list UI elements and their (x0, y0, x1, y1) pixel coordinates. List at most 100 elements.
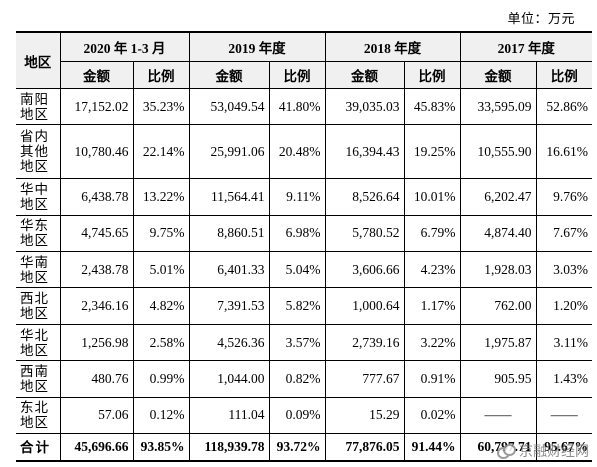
amount-cell: 2,346.16 (59, 287, 134, 325)
period-header-2019: 2019 年度 (188, 31, 326, 62)
amount-header: 金额 (324, 61, 405, 89)
table-body: 南阳 地区 17,152.02 35.23% 53,049.54 41.80% 39,03… (16, 87, 592, 462)
amount-cell: 2,739.16 (324, 323, 405, 362)
region-cell: 西南 地区 (16, 360, 61, 398)
region-cell: 南阳 地区 (16, 87, 61, 126)
amount-cell: 118,939.78 (188, 433, 270, 462)
period-header-2017: 2017 年度 (459, 31, 592, 62)
amount-cell: 53,049.54 (188, 87, 270, 126)
region-cell: 华中 地区 (16, 178, 61, 216)
ratio-cell: 0.82% (268, 360, 326, 398)
amount-cell: 6,438.78 (59, 178, 134, 216)
regional-revenue-table: 地区 2020 年 1-3 月 2019 年度 2018 年度 2017 年度 … (16, 31, 592, 462)
table-row: 西北 地区 2,346.16 4.82% 7,391.53 5.82% 1,000.64 1… (16, 287, 592, 325)
period-header-2020q1: 2020 年 1-3 月 (59, 31, 190, 62)
ratio-cell: 91.44% (403, 433, 461, 462)
ratio-cell: 0.02% (403, 396, 461, 435)
ratio-cell: 10.01% (403, 178, 461, 216)
region-cell: 合计 (16, 433, 61, 462)
table-row: 省内 其他 地区 10,780.46 22.14% 25,991.06 20.48% 16… (16, 124, 592, 180)
region-cell: 华南 地区 (16, 251, 61, 289)
ratio-cell: 0.12% (132, 396, 190, 435)
ratio-cell: 4.23% (403, 251, 461, 289)
amount-cell: 1,000.64 (324, 287, 405, 325)
ratio-cell: 9.76% (535, 178, 592, 216)
amount-cell: 5,780.52 (324, 214, 405, 253)
ratio-cell: 4.82% (132, 287, 190, 325)
ratio-cell: 1.20% (535, 287, 592, 325)
amount-cell: 2,438.78 (59, 251, 134, 289)
amount-cell: 480.76 (59, 360, 134, 398)
table-row: 东北 地区 57.06 0.12% 111.04 0.09% 15.29 0.02% —— —— (16, 396, 592, 435)
amount-cell: 905.95 (459, 360, 537, 398)
ratio-cell: 22.14% (132, 124, 190, 180)
region-cell: 华北 地区 (16, 323, 61, 362)
ratio-cell: 3.03% (535, 251, 592, 289)
amount-cell: 10,780.46 (59, 124, 134, 180)
ratio-cell: 3.11% (535, 323, 592, 362)
amount-cell: 1,928.03 (459, 251, 537, 289)
ratio-cell: 3.57% (268, 323, 326, 362)
ratio-cell: 6.98% (268, 214, 326, 253)
amount-cell: 6,401.33 (188, 251, 270, 289)
amount-cell: 1,975.87 (459, 323, 537, 362)
region-cell: 省内 其他 地区 (16, 124, 61, 180)
amount-cell: 4,745.65 (59, 214, 134, 253)
amount-cell: 8,860.51 (188, 214, 270, 253)
amount-cell: 762.00 (459, 287, 537, 325)
amount-cell: 17,152.02 (59, 87, 134, 126)
amount-header: 金额 (60, 61, 134, 89)
amount-cell: 777.67 (324, 360, 405, 398)
ratio-cell: 16.61% (535, 124, 592, 180)
amount-cell: 16,394.43 (324, 124, 405, 180)
ratio-cell: 9.11% (268, 178, 326, 216)
ratio-cell: —— (535, 396, 592, 435)
ratio-cell: 6.79% (403, 214, 461, 253)
table-row: 华中 地区 6,438.78 13.22% 11,564.41 9.11% 8,526.6… (16, 178, 592, 216)
ratio-cell: 45.83% (403, 87, 461, 126)
region-cell: 西北 地区 (16, 287, 61, 325)
watermark: 京融财经网 (497, 441, 589, 461)
watermark-text: 京融财经网 (519, 444, 589, 460)
ratio-cell: 2.58% (132, 323, 190, 362)
ratio-cell: 7.67% (535, 214, 592, 253)
region-header: 地区 (16, 31, 61, 89)
table-row: 西南 地区 480.76 0.99% 1,044.00 0.82% 777.67 0.91%… (16, 360, 592, 398)
amount-cell: 4,874.40 (459, 214, 537, 253)
table-row: 华南 地区 2,438.78 5.01% 6,401.33 5.04% 3,606.66 4… (16, 251, 592, 289)
ratio-cell: 5.82% (268, 287, 326, 325)
ratio-cell: 20.48% (268, 124, 326, 180)
ratio-cell: 3.22% (403, 323, 461, 362)
amount-cell: 3,606.66 (324, 251, 405, 289)
amount-cell: 111.04 (188, 396, 270, 435)
ratio-cell: 9.75% (132, 214, 190, 253)
ratio-cell: 41.80% (268, 87, 326, 126)
amount-cell: 7,391.53 (188, 287, 270, 325)
table-row: 南阳 地区 17,152.02 35.23% 53,049.54 41.80% 39,03… (16, 87, 592, 126)
ratio-cell: 0.91% (403, 360, 461, 398)
table-row: 华东 地区 4,745.65 9.75% 8,860.51 6.98% 5,780.52 6… (16, 214, 592, 253)
ratio-cell: 1.17% (403, 287, 461, 325)
ratio-cell: 19.25% (403, 124, 461, 180)
period-header-2018: 2018 年度 (324, 31, 461, 62)
amount-cell: 45,696.66 (59, 433, 134, 462)
table-row: 华北 地区 1,256.98 2.58% 4,526.36 3.57% 2,739.16 3… (16, 323, 592, 362)
ratio-cell: 35.23% (132, 87, 190, 126)
ratio-cell: 5.04% (268, 251, 326, 289)
ratio-cell: 93.85% (132, 433, 190, 462)
amount-cell: —— (459, 396, 537, 435)
amount-cell: 77,876.05 (324, 433, 405, 462)
amount-header: 金额 (459, 61, 537, 89)
ratio-cell: 0.99% (132, 360, 190, 398)
ratio-header: 比例 (535, 61, 592, 89)
amount-cell: 57.06 (59, 396, 134, 435)
ratio-cell: 1.43% (535, 360, 592, 398)
table-header: 地区 2020 年 1-3 月 2019 年度 2018 年度 2017 年度 … (16, 31, 592, 89)
ratio-cell: 93.72% (268, 433, 326, 462)
ratio-header: 比例 (132, 61, 190, 89)
amount-cell: 25,991.06 (188, 124, 270, 180)
ratio-cell: 0.09% (268, 396, 326, 435)
amount-cell: 1,044.00 (188, 360, 270, 398)
ratio-header: 比例 (268, 61, 326, 89)
region-cell: 东北 地区 (16, 396, 61, 435)
